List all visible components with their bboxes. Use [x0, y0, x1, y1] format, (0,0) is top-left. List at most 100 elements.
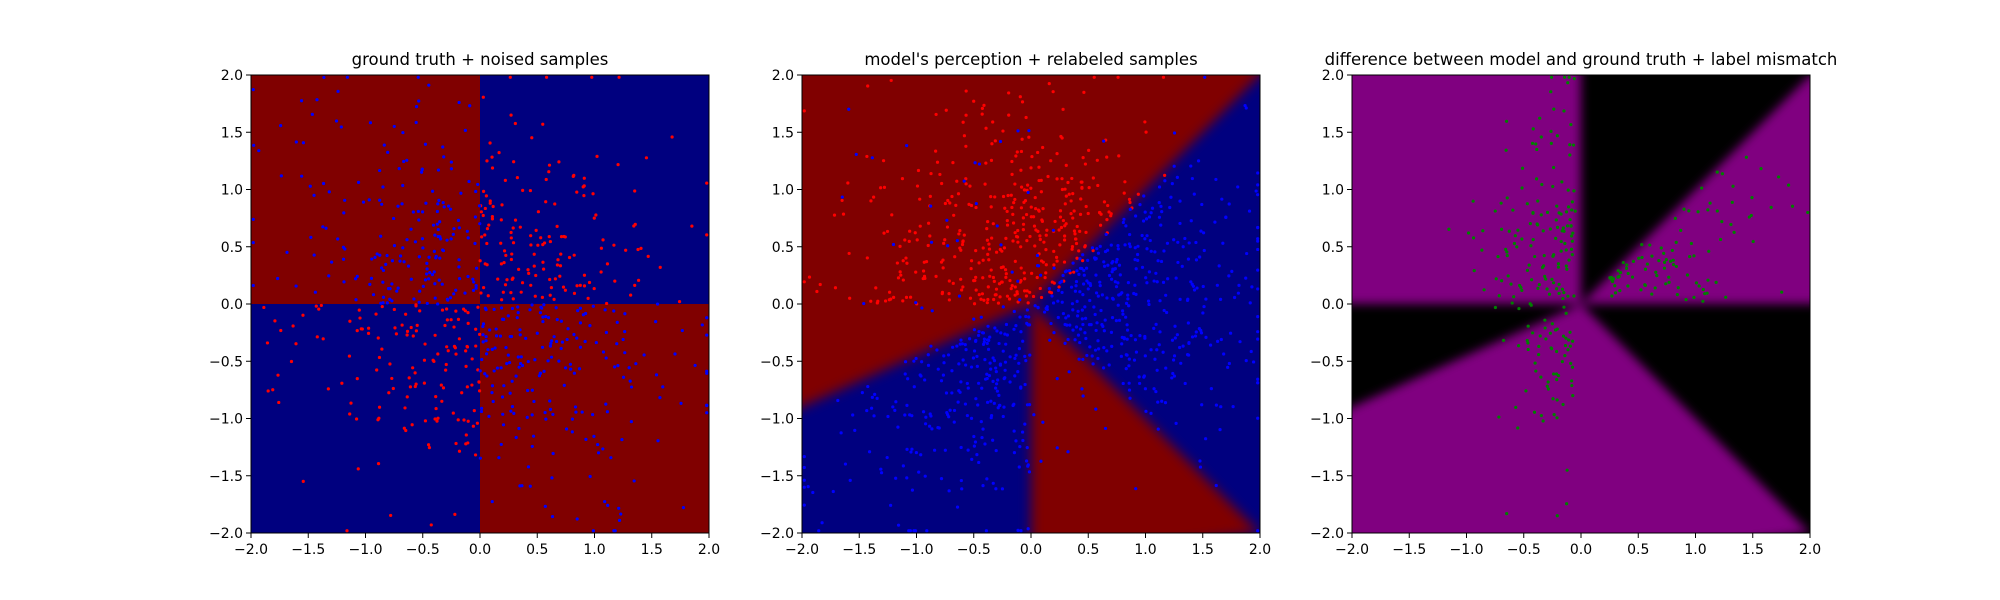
scatter-point [891, 242, 896, 247]
scatter-point [1256, 183, 1260, 187]
scatter-point [936, 367, 940, 371]
scatter-point [402, 260, 406, 264]
scatter-point [547, 163, 552, 167]
scatter-point [943, 448, 947, 452]
scatter-point [984, 161, 988, 165]
scatter-point [935, 160, 940, 164]
scatter-point [1189, 280, 1193, 284]
scatter-point [1072, 229, 1077, 233]
scatter-point [1157, 215, 1162, 219]
scatter-point [974, 338, 978, 343]
scatter-point [1114, 318, 1119, 323]
scatter-point [484, 194, 488, 198]
scatter-point [1550, 322, 1554, 326]
scatter-point [517, 426, 521, 431]
y-tick-label: 1.5 [221, 125, 243, 141]
scatter-point [1518, 283, 1522, 288]
y-axis-ticks: −2.0−1.5−1.0−0.50.00.51.01.52.0 [209, 68, 251, 542]
scatter-point [1071, 308, 1075, 312]
scatter-point [1563, 343, 1568, 348]
scatter-point [1041, 420, 1045, 424]
scatter-point [1019, 385, 1023, 389]
scatter-point [565, 337, 569, 342]
scatter-point [1011, 212, 1015, 216]
scatter-point [977, 261, 981, 265]
scatter-point [1032, 224, 1037, 228]
scatter-point [1030, 154, 1034, 159]
scatter-point [1059, 225, 1064, 230]
scatter-point [1134, 487, 1138, 491]
scatter-point [449, 167, 454, 171]
scatter-point [934, 274, 938, 278]
scatter-point [453, 512, 457, 516]
scatter-point [1064, 316, 1068, 320]
scatter-point [1181, 344, 1185, 348]
scatter-point [1035, 263, 1040, 268]
scatter-points [802, 75, 1260, 533]
scatter-point [998, 362, 1003, 366]
scatter-point [869, 199, 873, 203]
scatter-point [1640, 255, 1644, 260]
scatter-point [979, 315, 983, 319]
scatter-point [1198, 465, 1203, 469]
scatter-point [862, 301, 866, 306]
scatter-point [1121, 312, 1125, 316]
scatter-point [558, 274, 562, 278]
scatter-point [883, 299, 888, 303]
scatter-point [903, 413, 907, 417]
scatter-point [1496, 254, 1500, 259]
scatter-point [548, 344, 552, 348]
scatter-point [1143, 334, 1147, 339]
scatter-point [388, 297, 392, 301]
scatter-point [504, 253, 508, 257]
scatter-point [944, 108, 948, 112]
scatter-point [1120, 291, 1124, 295]
scatter-point [1019, 168, 1023, 172]
scatter-point [960, 242, 965, 247]
scatter-point [1079, 197, 1083, 201]
y-axis-ticks: −2.0−1.5−1.0−0.50.00.51.01.52.0 [760, 68, 802, 542]
scatter-point [966, 448, 970, 452]
scatter-point [1162, 308, 1166, 313]
scatter-point [1067, 192, 1071, 196]
scatter-point [417, 300, 421, 304]
scatter-point [1113, 280, 1117, 284]
scatter-point [1244, 276, 1248, 280]
scatter-point [509, 409, 513, 413]
scatter-point [1075, 256, 1079, 260]
scatter-point [1159, 223, 1163, 227]
scatter-point [1533, 361, 1537, 365]
scatter-point [987, 242, 991, 246]
scatter-point [1527, 263, 1531, 267]
scatter-point [986, 347, 991, 351]
scatter-point [1060, 187, 1064, 192]
scatter-point [1110, 344, 1114, 349]
scatter-point [1070, 176, 1074, 181]
scatter-point [958, 390, 962, 394]
scatter-point [1174, 421, 1178, 425]
scatter-point [930, 309, 934, 313]
scatter-point [419, 170, 424, 174]
scatter-point [474, 189, 478, 194]
scatter-point [965, 413, 969, 418]
scatter-point [1236, 185, 1240, 189]
scatter-point [490, 384, 495, 388]
scatter-point [1158, 330, 1162, 334]
scatter-point [974, 249, 978, 253]
scatter-point [1667, 275, 1671, 279]
scatter-point [940, 290, 945, 294]
scatter-point [343, 198, 347, 202]
scatter-point [1204, 437, 1208, 441]
scatter-point [623, 312, 627, 316]
scatter-point [974, 397, 978, 401]
scatter-point [929, 171, 933, 176]
scatter-point [443, 323, 447, 328]
scatter-point [1227, 274, 1231, 278]
scatter-point [556, 258, 560, 262]
scatter-point [1541, 419, 1545, 423]
scatter-point [1566, 81, 1570, 85]
scatter-point [1023, 277, 1027, 281]
scatter-point [1078, 212, 1083, 216]
scatter-point [584, 311, 588, 316]
scatter-point [1149, 211, 1153, 215]
